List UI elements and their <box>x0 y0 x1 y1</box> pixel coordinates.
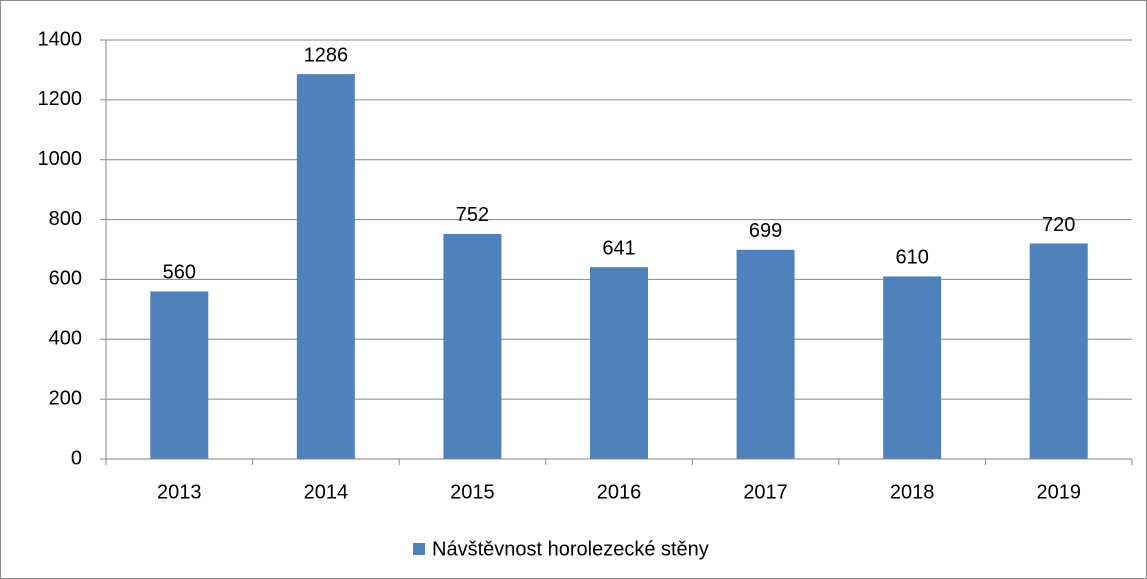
data-label: 699 <box>749 220 782 242</box>
bar <box>1029 243 1088 459</box>
y-tick-label: 0 <box>71 447 82 469</box>
data-label: 752 <box>456 204 489 226</box>
bar <box>443 233 502 459</box>
data-label: 610 <box>895 247 928 269</box>
data-label: 1286 <box>304 44 349 66</box>
legend-label: Návštěvnost horolezecké stěny <box>432 538 709 560</box>
data-label: 560 <box>163 262 196 284</box>
y-tick-label: 1200 <box>38 88 83 110</box>
bar <box>296 74 355 460</box>
data-label: 641 <box>602 237 635 259</box>
x-tick-label: 2017 <box>743 481 788 503</box>
bar <box>590 267 648 459</box>
y-tick-label: 1000 <box>38 148 83 170</box>
x-tick-label: 2019 <box>1036 481 1081 503</box>
y-tick-label: 200 <box>49 387 82 409</box>
bar <box>150 291 209 459</box>
y-tick-label: 1400 <box>38 28 83 50</box>
y-tick-label: 600 <box>49 268 82 290</box>
bar <box>736 249 795 459</box>
x-tick-label: 2018 <box>890 481 935 503</box>
data-label: 720 <box>1042 214 1075 236</box>
x-tick-label: 2015 <box>450 481 495 503</box>
legend-swatch <box>413 543 425 555</box>
bar <box>883 276 942 459</box>
y-tick-label: 400 <box>49 328 82 350</box>
x-tick-label: 2013 <box>157 481 202 503</box>
y-tick-label: 800 <box>49 208 82 230</box>
x-tick-label: 2016 <box>597 481 642 503</box>
x-tick-label: 2014 <box>304 481 349 503</box>
